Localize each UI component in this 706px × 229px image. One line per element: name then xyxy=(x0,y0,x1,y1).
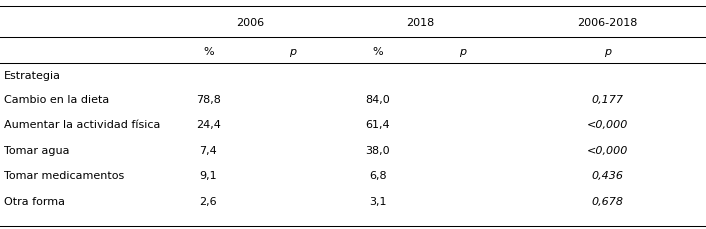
Text: %: % xyxy=(372,46,383,57)
Text: Cambio en la dieta: Cambio en la dieta xyxy=(4,95,109,105)
Text: Estrategia: Estrategia xyxy=(4,71,61,81)
Text: <0,000: <0,000 xyxy=(587,145,628,155)
Text: 0,436: 0,436 xyxy=(591,170,623,180)
Text: 2006-2018: 2006-2018 xyxy=(577,18,638,28)
Text: 3,1: 3,1 xyxy=(369,196,386,207)
Text: 61,4: 61,4 xyxy=(366,120,390,130)
Text: 2018: 2018 xyxy=(406,18,434,28)
Text: 2006: 2006 xyxy=(237,18,265,28)
Text: 78,8: 78,8 xyxy=(196,95,221,105)
Text: Aumentar la actividad física: Aumentar la actividad física xyxy=(4,120,160,130)
Text: 24,4: 24,4 xyxy=(196,120,221,130)
Text: Tomar medicamentos: Tomar medicamentos xyxy=(4,170,124,180)
Text: Tomar agua: Tomar agua xyxy=(4,145,69,155)
Text: 9,1: 9,1 xyxy=(200,170,217,180)
Text: p: p xyxy=(289,46,297,57)
Text: 38,0: 38,0 xyxy=(366,145,390,155)
Text: 0,177: 0,177 xyxy=(591,95,623,105)
Text: p: p xyxy=(604,46,611,57)
Text: <0,000: <0,000 xyxy=(587,120,628,130)
Text: %: % xyxy=(203,46,214,57)
Text: 7,4: 7,4 xyxy=(199,145,217,155)
Text: 0,678: 0,678 xyxy=(591,196,623,207)
Text: 84,0: 84,0 xyxy=(365,95,390,105)
Text: 2,6: 2,6 xyxy=(200,196,217,207)
Text: 6,8: 6,8 xyxy=(369,170,386,180)
Text: p: p xyxy=(459,46,466,57)
Text: Otra forma: Otra forma xyxy=(4,196,64,207)
